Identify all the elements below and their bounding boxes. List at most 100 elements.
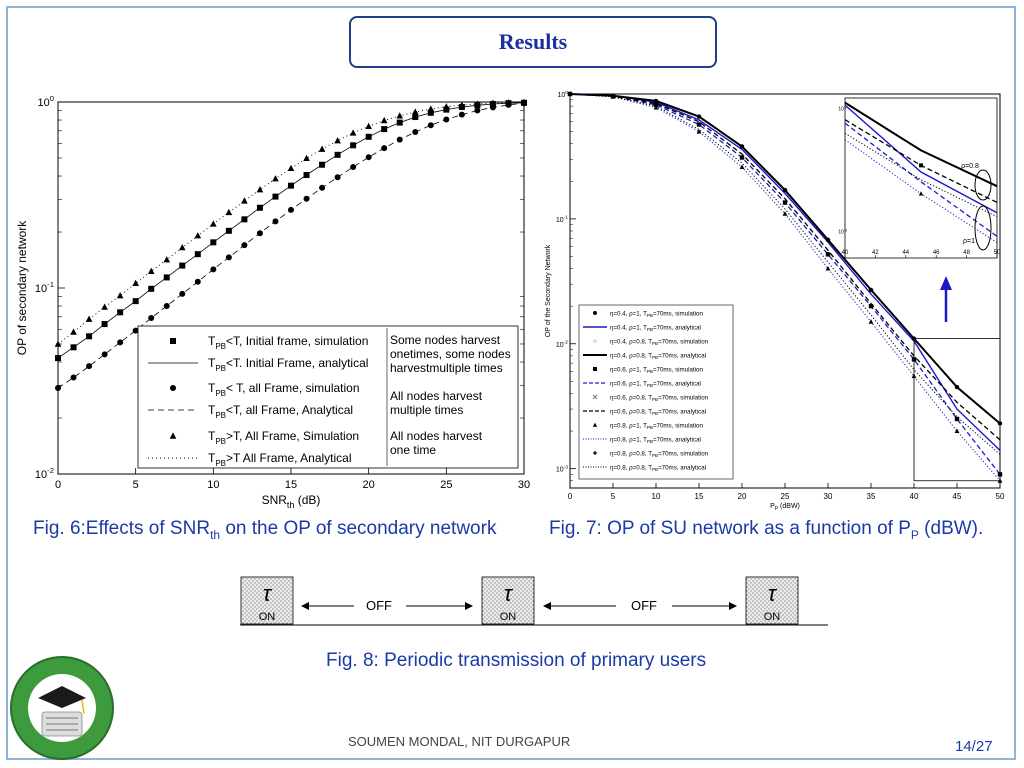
fig7-data-point [825, 252, 831, 257]
slide-frame [6, 6, 1016, 760]
fig7-caption-sub: P [910, 527, 919, 542]
fig6-legend-swatch [170, 338, 176, 344]
on-label: ON [259, 611, 276, 623]
fig6-data-point [194, 232, 202, 239]
fig7-legend-label: η=0.4, ρ=0.8, TPB=70ms, simulation [610, 339, 709, 347]
fig6-data-point [427, 105, 435, 112]
logo-svg [10, 656, 114, 760]
fig6-series-line [57, 101, 525, 345]
fig7-inset-ellipse [974, 169, 992, 201]
fig6-caption-sub: th [210, 527, 221, 542]
fig6-svg: 100 10-1 10-20 5 10 15 20 25 30 SNRth (dB) OP of s… [15, 94, 530, 510]
fig7-inset-series-line [844, 132, 998, 218]
fig6-data-point [458, 111, 465, 118]
fig6-data-point [427, 122, 434, 129]
fig7-legend: η=0.4, ρ=1, TPB=70ms, simulation η=0.4, ρ… [578, 304, 734, 480]
fig6-xtick-label: 30 [518, 479, 530, 491]
fig6-data-point [349, 129, 357, 136]
fig6-data-point [101, 303, 108, 310]
fig7-data-point [739, 155, 745, 160]
fig7-inset-xtick-label: 50 [994, 250, 1001, 256]
fig7-inset-ytick-label: 10-2 [838, 105, 847, 112]
fig7-legend-label: η=0.6, ρ=0.8, TPB=70ms, analytical [610, 409, 706, 417]
off-span-2: OFF [543, 598, 737, 613]
fig7-inset-ellipse [974, 205, 992, 251]
fig7-data-point [696, 114, 702, 119]
fig7-inset-series-line [844, 122, 998, 237]
off-label: OFF [631, 598, 657, 613]
fig7-data-point [782, 200, 788, 205]
fig6-data-point [474, 107, 481, 114]
fig6-data-point [334, 137, 341, 144]
fig7-legend-swatch [593, 311, 597, 315]
off-label: OFF [366, 598, 392, 613]
fig7-ytick-label: 10-3 [556, 465, 568, 474]
fig7-inset-data-point [919, 163, 923, 168]
fig7-svg: 100 10-1 10-2 10-3 0 5 10 15 20 25 30 35 40 45 50 PP (d… [545, 90, 1005, 512]
fig7-xtick-label: 35 [867, 492, 876, 501]
fig6-data-point [86, 363, 93, 370]
fig7-xlabel: PP (dBW) [770, 503, 800, 512]
fig6-legend-swatch [169, 432, 177, 439]
fig6-ytick-label: 10-1 [35, 280, 54, 295]
on-block-1: τ ON [240, 576, 294, 625]
fig7-data-point [825, 237, 831, 243]
fig7-series-line [569, 93, 1001, 455]
fig7-zoom-box [913, 338, 1001, 482]
fig7-legend-label: η=0.6, ρ=1, TPB=70ms, simulation [610, 367, 704, 375]
fig6-legend-note: multiple times [390, 403, 463, 417]
fig7-series-line [569, 93, 1001, 441]
fig7-ytick-label: 10-2 [556, 340, 568, 349]
fig6-xtick-label: 25 [440, 479, 452, 491]
fig6-data-point [411, 108, 419, 115]
fig7-legend-label: η=0.4, ρ=1, TPB=70ms, analytical [610, 325, 701, 333]
fig6-legend-label: TPB<T, all Frame, Analytical [208, 403, 353, 420]
fig7-inset-data-point [918, 191, 924, 196]
tau-label: τ [504, 581, 514, 606]
fig6-legend-note: one time [390, 443, 436, 457]
fig6-caption-pre: Fig. 6:Effects of SNR [33, 518, 211, 539]
fig7-ytick-label: 100 [557, 90, 568, 99]
fig7-inset-frame [844, 97, 998, 259]
fig6-data-point [116, 292, 124, 299]
fig7-caption: Fig. 7: OP of SU network as a function o… [549, 518, 983, 542]
fig7-data-point [653, 102, 659, 107]
fig7-data-point [696, 122, 702, 127]
off-span-1: OFF [301, 598, 473, 613]
fig6-data-point [272, 175, 279, 182]
on-label: ON [500, 611, 517, 623]
fig7-xtick-label: 30 [824, 492, 833, 501]
fig7-xtick-label: 50 [996, 492, 1005, 501]
on-block-3: τ ON [745, 576, 799, 625]
fig6-data-point [147, 267, 155, 274]
fig7-inset-series-line [844, 101, 998, 188]
fig7-inset-label: ρ=0.8 [961, 163, 979, 170]
fig6-legend-note: Some nodes harvest [390, 333, 501, 347]
fig7-legend-swatch [592, 422, 598, 427]
fig7-data-point [782, 211, 788, 216]
fig8-svg: τ ON τ ON τ ON OFF OFF [240, 576, 828, 626]
fig7-data-point [610, 94, 616, 99]
fig7-inset-ytick-label: 10-3 [838, 228, 847, 235]
fig6-data-point [505, 98, 512, 106]
fig6-data-point [163, 303, 170, 310]
fig7-xtick-label: 45 [953, 492, 962, 501]
fig6-data-point [350, 164, 357, 171]
fig7-xtick-label: 20 [738, 492, 747, 501]
fig7-xtick-label: 0 [568, 492, 573, 501]
fig6-legend-label: TPB<T, Initial frame, simulation [208, 334, 368, 351]
fig7-ylabel: OP of the Secondary Network [545, 244, 552, 337]
fig7-inset-label: ρ=1 [963, 238, 975, 245]
fig8-caption: Fig. 8: Periodic transmission of primary… [326, 650, 707, 671]
on-label: ON [764, 611, 781, 623]
fig6-caption-post: on the OP of secondary network [220, 518, 497, 539]
fig7-chart: 100 10-1 10-2 10-3 0 5 10 15 20 25 30 35 40 45 50 PP (d… [542, 86, 1010, 512]
page-number: 14/27 [955, 738, 993, 755]
fig7-data-point [825, 265, 831, 271]
fig6-data-point [225, 208, 233, 216]
fig7-legend-box [578, 304, 734, 480]
fig7-legend-label: η=0.6, ρ=0.8, TPB=70ms, simulation [610, 395, 709, 403]
fig7-data-point [954, 428, 960, 434]
fig6-xtick-label: 10 [207, 479, 219, 491]
fig7-legend-swatch [593, 367, 597, 371]
